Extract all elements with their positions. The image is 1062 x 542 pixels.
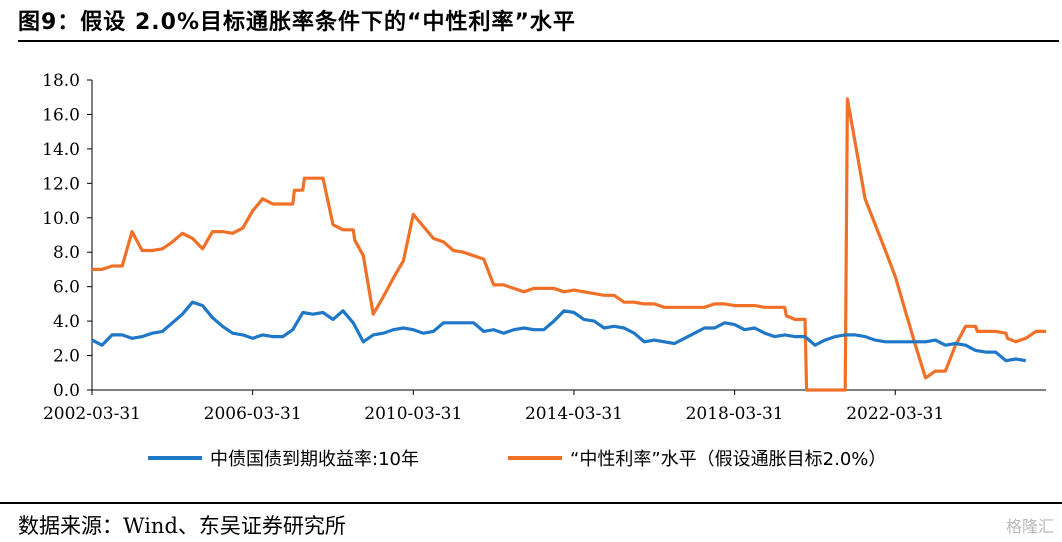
chart-title: 图9：假设 2.0%目标通胀率条件下的“中性利率”水平	[18, 10, 576, 35]
legend-label-series1: 中债国债到期收益率:10年	[210, 449, 419, 470]
y-tick-label: 8.0	[53, 243, 80, 263]
series-lines	[91, 97, 1046, 392]
x-axis-ticks: 2002-03-31 2006-03-31 2010-03-31 2014-03-31…	[43, 390, 944, 424]
y-tick-label: 4.0	[53, 312, 80, 332]
x-tick-label: 2006-03-31	[204, 404, 302, 424]
legend-label-series2: “中性利率”水平（假设通胀目标2.0%）	[570, 449, 886, 470]
y-tick-label: 18.0	[42, 71, 80, 91]
legend: 中债国债到期收益率:10年 “中性利率”水平（假设通胀目标2.0%）	[148, 449, 886, 470]
y-tick-label: 10.0	[42, 209, 80, 229]
x-tick-label: 2014-03-31	[525, 404, 623, 424]
x-tick-label: 2002-03-31	[43, 404, 141, 424]
y-tick-label: 12.0	[42, 174, 80, 194]
series-line-1	[91, 300, 1027, 363]
y-axis-ticks: 18.0 16.0 14.0 12.0 10.0 8.0 6.0 4.0 2.0 0.0	[42, 71, 92, 401]
x-tick-label: 2018-03-31	[686, 404, 784, 424]
top-rule	[18, 40, 1059, 42]
chart-axes	[91, 80, 1046, 391]
source-note: 数据来源：Wind、东吴证券研究所	[18, 514, 346, 538]
y-tick-label: 0.0	[53, 381, 80, 401]
x-tick-label: 2022-03-31	[846, 404, 944, 424]
y-tick-label: 6.0	[53, 278, 80, 298]
series-line-2	[92, 97, 1046, 392]
y-tick-label: 16.0	[42, 105, 80, 125]
watermark: 格隆汇	[1005, 517, 1054, 536]
x-tick-label: 2010-03-31	[364, 404, 462, 424]
y-tick-label: 14.0	[42, 140, 80, 160]
line-chart: 18.0 16.0 14.0 12.0 10.0 8.0 6.0 4.0 2.0 0.0 2002…	[42, 71, 1046, 470]
bottom-rule	[0, 502, 1062, 504]
y-tick-label: 2.0	[53, 347, 80, 367]
